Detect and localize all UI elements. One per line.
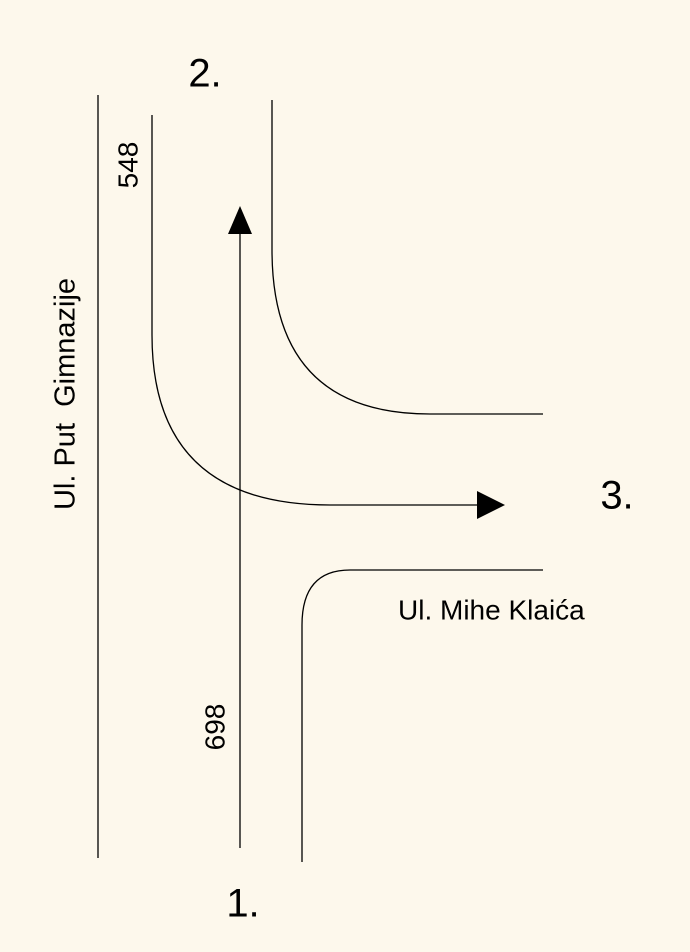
exit-label: 2. [188, 52, 221, 96]
road-edge-top-right [271, 100, 543, 415]
straight-arrowhead [228, 206, 252, 234]
count-label: 698 [199, 704, 230, 751]
street-name: Ul. Mihe Klaića [398, 594, 585, 625]
road-edge-bottom-right [301, 569, 543, 862]
turn-flow-line [151, 115, 480, 506]
exit-label: 3. [600, 474, 633, 518]
entry-label: 1. [226, 882, 259, 926]
street-name: Ul. Put Gimnazije [50, 278, 82, 510]
turn-arrowhead [477, 491, 505, 519]
count-label: 548 [112, 142, 143, 189]
